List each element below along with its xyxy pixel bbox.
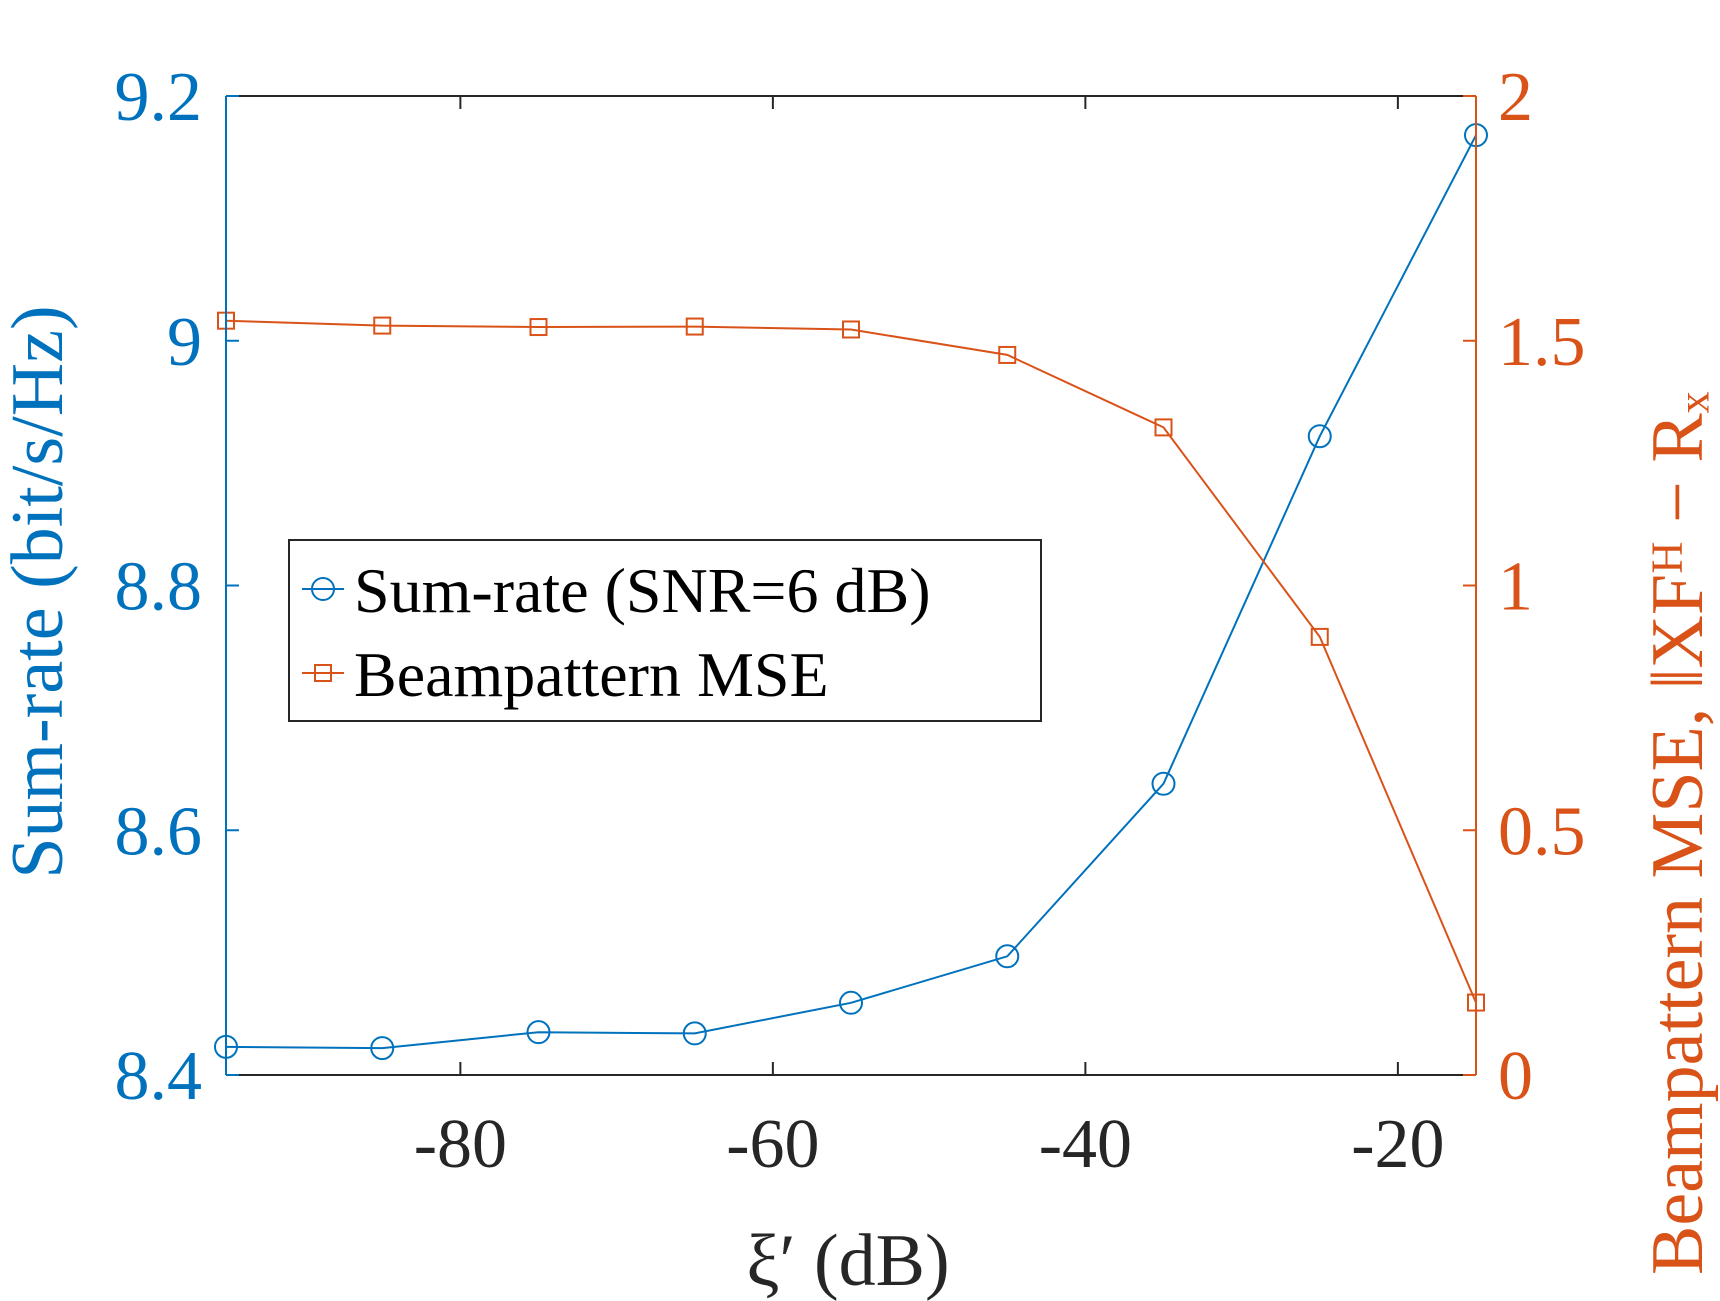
x-tick-label: -20 (1351, 1106, 1444, 1183)
y-tick-label-left: 8.8 (115, 549, 203, 626)
data-point-sumrate (682, 1021, 707, 1046)
y-axis-right-label: Beampattern MSE, ‖XFᴴ − Rₓ (1637, 391, 1719, 1275)
data-point-sumrate (370, 1036, 395, 1061)
data-point-sumrate (526, 1020, 551, 1045)
x-axis-label: ξ′ (dB) (746, 1220, 949, 1301)
data-point-mse (685, 317, 704, 336)
legend-box (288, 539, 1042, 722)
x-tick-label: -40 (1039, 1106, 1132, 1183)
series-line-sumrate (225, 134, 1477, 1050)
y-tick-label-right: 0.5 (1498, 793, 1586, 870)
data-point-mse (1154, 418, 1173, 437)
y-tick-label-right: 2 (1498, 59, 1533, 136)
y-tick-label-left: 9.2 (115, 59, 203, 136)
axes-layer: -80 -60 -40 -20 8.4 8.6 8.8 9 9.2 0 0.5 1 1.5 2 (115, 59, 1586, 1183)
legend-marker-sumrate (311, 577, 335, 601)
y-tick-label-left: 9 (167, 304, 202, 381)
x-tick-label: -80 (414, 1106, 507, 1183)
y-tick-label-right: 0 (1498, 1038, 1533, 1115)
data-point-mse (529, 318, 548, 337)
x-tick-label: -60 (726, 1106, 819, 1183)
y-tick-label-left: 8.6 (115, 793, 203, 870)
y-tick-label-right: 1.5 (1498, 304, 1586, 381)
y-axis-left-label: Sum-rate (bit/s/Hz) (0, 305, 79, 878)
data-point-sumrate (839, 990, 863, 1015)
y-tick-label-left: 8.4 (115, 1038, 203, 1115)
legend-marker-mse (314, 664, 332, 682)
y-tick-label-right: 1 (1498, 549, 1533, 626)
data-point-mse (998, 345, 1017, 364)
legend-label-sumrate: Sum-rate (SNR=6 dB) (354, 555, 931, 626)
data-point-mse (842, 320, 860, 339)
legend-label-mse: Beampattern MSE (354, 639, 829, 710)
data-point-sumrate (995, 944, 1020, 969)
data-point-mse (373, 316, 392, 335)
data-point-sumrate (1307, 424, 1332, 449)
data-point-sumrate (1151, 771, 1176, 796)
series-line-mse (225, 319, 1477, 1003)
legend: Sum-rate (SNR=6 dB) Beampattern MSE (288, 539, 1042, 722)
data-point-mse (1310, 627, 1329, 646)
